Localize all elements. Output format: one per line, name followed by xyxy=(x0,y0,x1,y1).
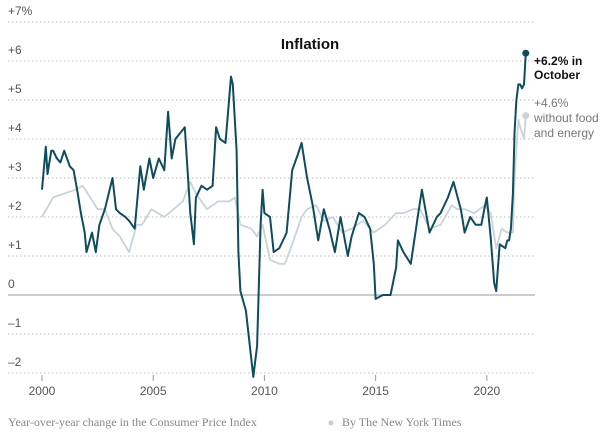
separator xyxy=(328,420,334,426)
annotation: and energy xyxy=(534,126,594,140)
x-tick-label: 2015 xyxy=(362,384,389,398)
y-tick-label: +6 xyxy=(8,43,22,57)
y-tick-label: +7% xyxy=(8,4,33,18)
y-tick-label: +2 xyxy=(8,199,22,213)
y-tick-label: +3 xyxy=(8,160,22,174)
y-tick-label: +4 xyxy=(8,121,22,135)
x-tick-label: 2020 xyxy=(473,384,500,398)
x-tick-label: 2000 xyxy=(29,384,56,398)
y-tick-label: 0 xyxy=(8,277,15,291)
end-point xyxy=(522,112,530,120)
y-tick-label: +5 xyxy=(8,82,22,96)
series-line xyxy=(41,53,527,378)
annotation: +6.2% in xyxy=(534,54,582,68)
y-tick-label: +1 xyxy=(8,238,22,252)
y-tick-label: –1 xyxy=(8,316,22,330)
y-tick-label: –2 xyxy=(8,355,22,369)
annotation: +4.6% xyxy=(534,96,569,110)
x-tick-label: 2005 xyxy=(140,384,167,398)
annotation: without food xyxy=(533,111,599,125)
x-tick-label: 2010 xyxy=(251,384,278,398)
series-line xyxy=(41,115,527,265)
chart-title: Inflation xyxy=(281,36,339,53)
end-point xyxy=(522,49,530,57)
annotation: October xyxy=(534,68,580,82)
source: By The New York Times xyxy=(342,415,462,429)
source: Year-over-year change in the Consumer Pr… xyxy=(8,415,257,429)
